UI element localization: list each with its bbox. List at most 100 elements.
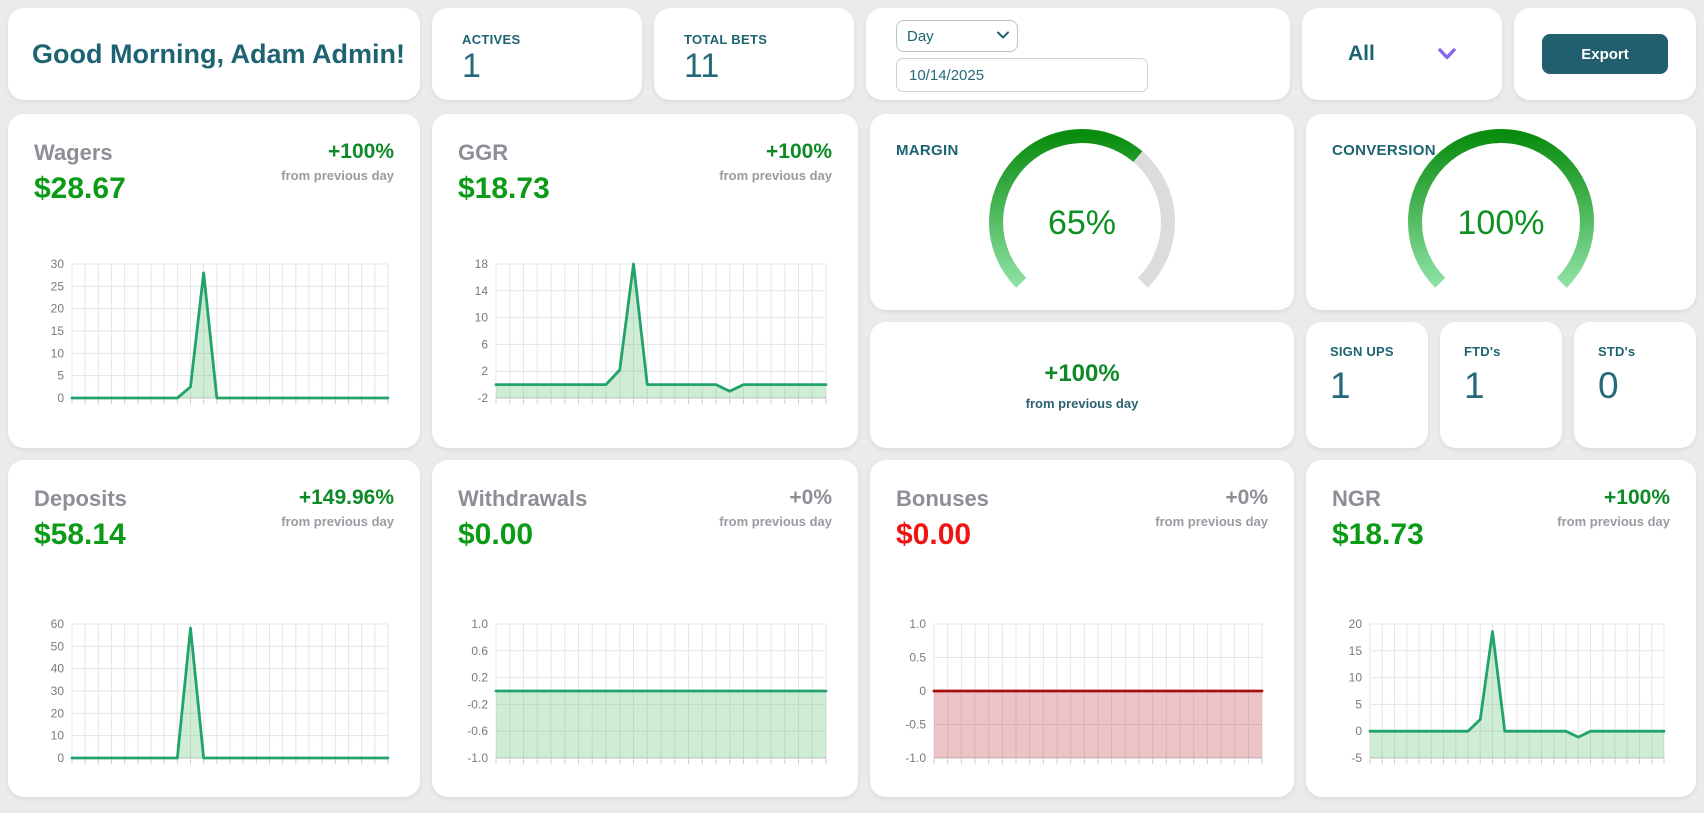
svg-text:25: 25 [51,279,65,293]
svg-text:10: 10 [51,729,65,743]
svg-text:-2: -2 [477,391,488,405]
metric-delta: +100% [766,140,832,163]
metric-delta: +100% [1604,486,1670,509]
ngr-header: NGR $18.73 +100% from previous day [1332,486,1670,552]
svg-text:-0.5: -0.5 [905,718,926,732]
total-bets-card: TOTAL BETS 11 [654,8,854,100]
svg-text:20: 20 [51,302,65,316]
svg-text:10: 10 [475,311,489,325]
conversion-gauge: 100% [1408,129,1594,288]
wagers-card: Wagers $28.67 +100% from previous day 30… [8,114,420,448]
sign-ups-value: 1 [1330,365,1351,406]
metric-delta-caption: from previous day [1557,514,1670,529]
svg-text:0: 0 [57,751,64,765]
svg-text:-1.0: -1.0 [467,751,488,765]
export-card: Export [1514,8,1696,100]
svg-text:1.0: 1.0 [909,617,926,631]
bonuses-card: Bonuses $0.00 +0% from previous day 1.0 0… [870,460,1294,797]
svg-text:65%: 65% [1048,204,1116,242]
svg-text:50: 50 [51,639,65,653]
conversion-label: CONVERSION [1332,142,1436,159]
metric-title: GGR [458,140,509,165]
svg-text:100%: 100% [1458,204,1545,242]
actives-value: 1 [462,47,481,85]
stds-value: 0 [1598,365,1619,406]
total-bets-label: TOTAL BETS [684,32,768,47]
deposits-header: Deposits $58.14 +149.96% from previous d… [34,486,394,552]
metric-title: Withdrawals [458,486,588,511]
sign-ups-card: SIGN UPS 1 [1306,322,1428,448]
export-button[interactable]: Export [1542,34,1668,74]
ngr-card: NGR $18.73 +100% from previous day 20 15 1… [1306,460,1696,797]
svg-text:0.5: 0.5 [909,651,926,665]
wagers-chart: 30 25 20 15 10 5 0 [51,257,390,405]
period-select[interactable]: Day [896,20,1018,52]
svg-text:6: 6 [481,337,488,351]
svg-text:-0.2: -0.2 [467,697,488,711]
ftds-value: 1 [1464,365,1485,406]
metric-delta-caption: from previous day [719,514,832,529]
svg-text:20: 20 [1349,617,1363,631]
metric-title: Deposits [34,486,127,511]
svg-text:18: 18 [475,257,489,271]
bonuses-header: Bonuses $0.00 +0% from previous day [896,486,1268,552]
margin-column: MARGIN 65% +100% from previous day [870,114,1294,448]
svg-text:10: 10 [51,346,65,360]
top-bar: Good Morning, Adam Admin! ACTIVES 1 TOTA… [8,8,1696,100]
margin-delta-value: +100% [1044,359,1120,387]
signup-counters-row: SIGN UPS 1 FTD's 1 STD's 0 [1306,322,1696,448]
metric-value: $58.14 [34,518,126,551]
metric-value: $18.73 [458,172,550,205]
metric-value: $0.00 [896,518,972,551]
ngr-chart: 20 15 10 5 0 -5 [1349,617,1666,765]
svg-text:40: 40 [51,662,65,676]
margin-gauge-card: MARGIN 65% [870,114,1294,310]
ggr-chart: 18 14 10 6 2 -2 [475,257,828,405]
svg-text:-0.6: -0.6 [467,724,488,738]
withdrawals-header: Withdrawals $0.00 +0% from previous day [458,486,832,552]
svg-text:2: 2 [481,364,488,378]
margin-gauge: 65% [989,129,1175,288]
metric-delta: +149.96% [298,486,394,509]
margin-delta-caption: from previous day [1025,395,1139,411]
actives-card: ACTIVES 1 [432,8,642,100]
bonuses-chart: 1.0 0.5 0 -0.5 -1.0 [905,617,1264,765]
svg-text:0.6: 0.6 [471,644,488,658]
deposits-chart: 60 50 40 30 20 10 0 [51,617,390,765]
scope-dropdown[interactable]: All [1302,8,1502,100]
svg-text:0: 0 [1355,724,1362,738]
svg-text:0.2: 0.2 [471,671,488,685]
chevron-down-icon[interactable] [1438,48,1456,60]
metric-value: $0.00 [458,518,534,551]
svg-text:0: 0 [57,391,64,405]
metric-delta: +0% [789,486,832,509]
svg-text:1.0: 1.0 [471,617,488,631]
svg-text:15: 15 [1349,644,1363,658]
svg-text:-1.0: -1.0 [905,751,926,765]
svg-text:30: 30 [51,684,65,698]
actives-label: ACTIVES [462,32,521,47]
margin-label: MARGIN [896,142,959,159]
metric-delta: +0% [1225,486,1268,509]
ftds-card: FTD's 1 [1440,322,1562,448]
withdrawals-chart: 1.0 0.6 0.2 -0.2 -0.6 -1.0 [467,617,828,765]
ggr-card: GGR $18.73 +100% from previous day 18 14 1… [432,114,858,448]
metric-delta-caption: from previous day [719,168,832,183]
metric-title: Bonuses [896,486,989,511]
svg-text:15: 15 [51,324,65,338]
stds-card: STD's 0 [1574,322,1696,448]
conversion-column: CONVERSION 100% SIGN UPS 1 FTD's 1 STD's… [1306,114,1696,448]
metric-title: NGR [1332,486,1381,511]
date-input[interactable] [896,58,1148,92]
sign-ups-label: SIGN UPS [1330,344,1394,359]
svg-text:20: 20 [51,706,65,720]
period-select-wrap: Day [896,20,1018,52]
metric-value: $28.67 [34,172,126,205]
metric-delta-caption: from previous day [1155,514,1268,529]
deposits-card: Deposits $58.14 +149.96% from previous d… [8,460,420,797]
total-bets-value: 11 [684,47,720,85]
metric-delta-caption: from previous day [281,514,394,529]
date-filter-card: Day [866,8,1290,100]
ftds-label: FTD's [1464,344,1501,359]
svg-text:10: 10 [1349,671,1363,685]
